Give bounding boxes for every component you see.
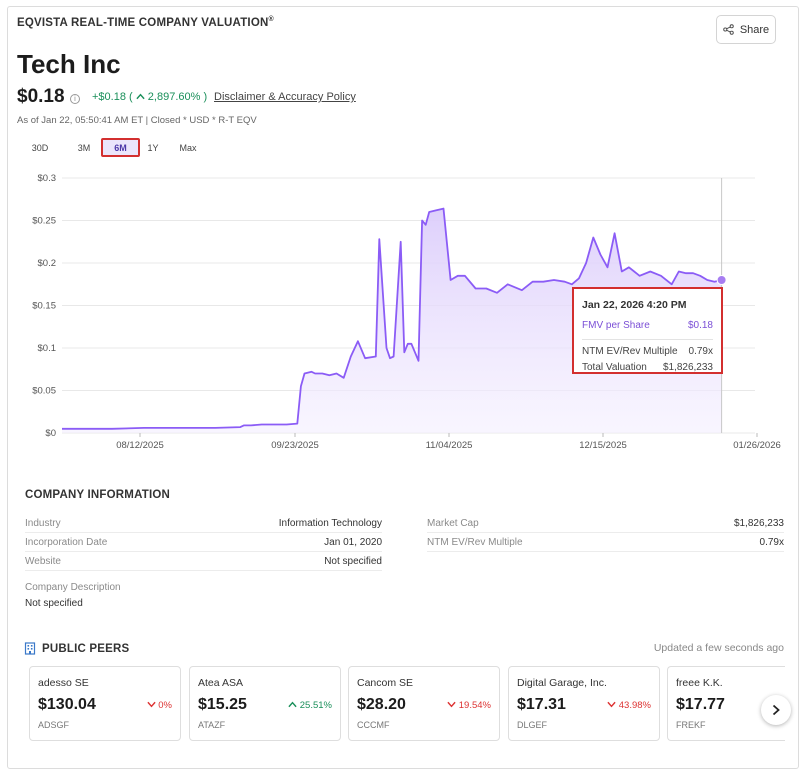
peer-name: freee K.K. [676, 677, 723, 689]
public-peers-title: PUBLIC PEERS [42, 643, 130, 655]
current-price: $0.18 [17, 86, 65, 107]
peer-price: $130.04 [38, 696, 96, 713]
share-label: Share [739, 23, 770, 36]
y-tick-label: $0.2 [38, 258, 57, 269]
range-1y-button[interactable]: 1Y [147, 142, 159, 153]
description-label: Company Description [25, 582, 121, 593]
x-tick-label: 12/15/2025 [579, 440, 627, 451]
y-tick-label: $0.1 [38, 343, 57, 354]
x-tick-label: 09/23/2025 [271, 440, 319, 451]
peer-card[interactable]: Atea ASA $15.25 25.51% ATAZF [189, 666, 341, 741]
arrow-down-icon [146, 701, 156, 708]
market-cap-value: $1,826,233 [733, 517, 784, 529]
ntm-label: NTM EV/Rev Multiple [427, 536, 523, 548]
updated-status: Updated a few seconds ago [653, 642, 784, 654]
peer-card[interactable]: Digital Garage, Inc. $17.31 43.98% DLGEF [508, 666, 660, 741]
ntm-value: 0.79x [759, 536, 784, 548]
chevron-right-icon [772, 704, 780, 716]
peer-name: adesso SE [38, 677, 89, 689]
company-info-left: Industry Information Technology Incorpor… [25, 514, 382, 571]
peer-price: $15.25 [198, 696, 247, 713]
peer-card[interactable]: adesso SE $130.04 0% ADSGF [29, 666, 181, 741]
current-point-marker [716, 275, 727, 285]
tooltip-total-value: $1,826,233 [662, 362, 713, 373]
peer-card[interactable]: Cancom SE $28.20 19.54% CCCMF [348, 666, 500, 741]
website-value: Not specified [324, 555, 382, 567]
info-row-market-cap: Market Cap $1,826,233 [427, 514, 784, 533]
peer-ticker: CCCMF [357, 720, 390, 730]
tooltip-total-row: Total Valuation $1,826,233 [582, 362, 713, 373]
y-tick-label: $0 [45, 428, 56, 439]
tooltip-date: Jan 22, 2026 4:20 PM [582, 299, 687, 311]
price-change: +$0.18 ( 2,897.60% ) [92, 91, 208, 103]
series-area [62, 208, 722, 433]
incorporation-value: Jan 01, 2020 [324, 536, 382, 548]
info-row-industry: Industry Information Technology [25, 514, 382, 533]
range-max-button[interactable]: Max [179, 142, 197, 153]
website-label: Website [25, 555, 61, 567]
description-value: Not specified [25, 598, 83, 609]
tooltip-fmv-row: FMV per Share $0.18 [582, 320, 713, 331]
brand-title: EQVISTA REAL-TIME COMPANY VALUATION® [17, 16, 274, 29]
peer-ticker: ATAZF [198, 720, 226, 730]
range-3m-button[interactable]: 3M [77, 142, 91, 153]
arrow-up-icon [136, 93, 145, 100]
peer-change: 43.98% [607, 700, 651, 711]
tooltip-ntm-value: 0.79x [688, 346, 713, 357]
valuation-chart[interactable]: $0.3 $0.25 $0.2 $0.15 $0.1 $0.05 $0 08/12/2025… [0, 160, 806, 460]
peer-price: $17.77 [676, 696, 725, 713]
as-of-timestamp: As of Jan 22, 05:50:41 AM ET | Closed * … [17, 115, 257, 126]
share-icon [723, 24, 734, 35]
share-button[interactable]: Share [716, 15, 776, 44]
industry-label: Industry [25, 517, 61, 529]
disclaimer-link[interactable]: Disclaimer & Accuracy Policy [214, 91, 356, 103]
peer-change: 0% [146, 700, 172, 711]
peer-name: Atea ASA [198, 677, 243, 689]
y-tick-label: $0.25 [32, 216, 56, 227]
range-30d-button[interactable]: 30D [31, 142, 49, 153]
incorporation-label: Incorporation Date [25, 536, 108, 548]
company-info-right: Market Cap $1,826,233 NTM EV/Rev Multipl… [427, 514, 784, 552]
peer-name: Cancom SE [357, 677, 414, 689]
y-tick-label: $0.3 [38, 173, 57, 184]
y-tick-label: $0.05 [32, 386, 56, 397]
peer-change: 19.54% [447, 700, 491, 711]
arrow-down-icon [447, 701, 456, 708]
industry-value: Information Technology [278, 517, 382, 529]
chart-tooltip: Jan 22, 2026 4:20 PM FMV per Share $0.18… [572, 287, 723, 374]
peer-price: $17.31 [517, 696, 566, 713]
company-info-title: COMPANY INFORMATION [25, 489, 170, 501]
y-tick-label: $0.15 [32, 301, 56, 312]
tooltip-divider [582, 339, 713, 340]
tooltip-total-label: Total Valuation [582, 362, 647, 373]
info-row-ntm: NTM EV/Rev Multiple 0.79x [427, 533, 784, 552]
tooltip-ntm-row: NTM EV/Rev Multiple 0.79x [582, 346, 713, 357]
tooltip-fmv-value: $0.18 [687, 320, 713, 331]
x-tick-label: 11/04/2025 [426, 440, 473, 451]
peer-change: 25.51% [288, 700, 332, 711]
company-name: Tech Inc [17, 49, 121, 79]
info-icon[interactable]: i [70, 94, 80, 104]
peer-ticker: DLGEF [517, 720, 548, 730]
range-6m-button[interactable]: 6M [101, 138, 140, 157]
peers-next-button[interactable] [761, 695, 791, 725]
x-tick-label: 01/26/2026 [733, 440, 781, 451]
info-row-incorporation: Incorporation Date Jan 01, 2020 [25, 533, 382, 552]
x-tick-label: 08/12/2025 [116, 440, 164, 451]
series-line [62, 207, 722, 430]
peer-price: $28.20 [357, 696, 406, 713]
tooltip-fmv-label: FMV per Share [582, 320, 650, 331]
market-cap-label: Market Cap [427, 517, 479, 529]
peer-ticker: FREKF [676, 720, 706, 730]
arrow-down-icon [607, 701, 616, 708]
peer-ticker: ADSGF [38, 720, 70, 730]
arrow-up-icon [288, 701, 297, 708]
tooltip-ntm-label: NTM EV/Rev Multiple [582, 346, 678, 357]
peer-name: Digital Garage, Inc. [517, 677, 607, 689]
info-row-website: Website Not specified [25, 552, 382, 571]
building-icon [24, 642, 36, 655]
